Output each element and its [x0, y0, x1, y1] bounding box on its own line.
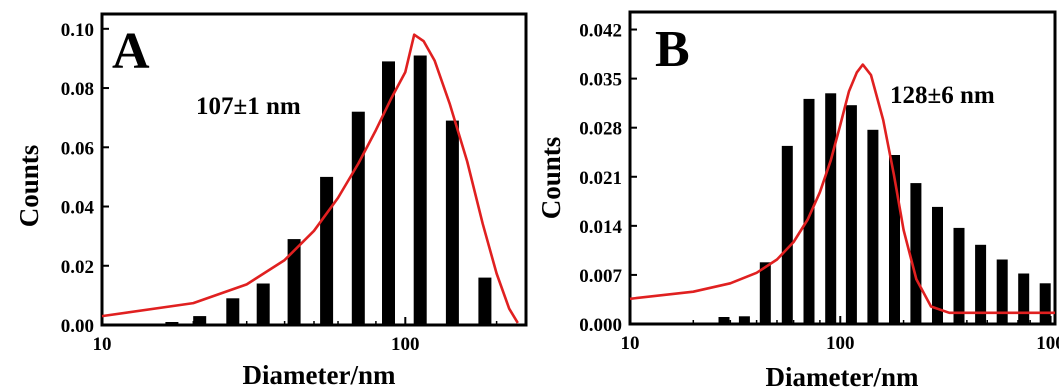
bar	[759, 262, 771, 324]
bar-series	[718, 93, 1051, 325]
mean-size-annotation: 107±1 nm	[196, 93, 301, 120]
y-tick-label: 0.00	[61, 316, 94, 337]
y-tick-label: 0.021	[579, 168, 622, 189]
bar	[256, 283, 270, 325]
y-tick-label: 0.02	[61, 257, 94, 278]
bar	[825, 93, 837, 324]
chart-panel-b: B 128±6 nm Counts Diameter/nm 0.000 0.007…	[536, 10, 1059, 390]
chart-panel-a: A 107±1 nm Counts Diameter/nm 0.000.020.…	[14, 12, 528, 390]
mean-size-annotation: 128±6 nm	[890, 82, 995, 109]
bar	[382, 61, 395, 326]
y-tick-label: 0.10	[61, 20, 94, 41]
y-axis-title: Counts	[536, 137, 566, 220]
y-axis-title: Counts	[14, 145, 44, 228]
bar	[413, 55, 427, 325]
bar	[287, 239, 301, 325]
y-tick-label: 0.000	[579, 315, 622, 336]
x-tick-label: 100	[391, 334, 420, 355]
x-axis-title: Diameter/nm	[243, 360, 396, 390]
bar	[867, 129, 879, 324]
bar	[1039, 283, 1051, 324]
x-axis-title: Diameter/nm	[766, 362, 919, 390]
y-tick-label: 0.08	[61, 79, 94, 100]
y-tick-label: 0.014	[579, 217, 622, 238]
x-tick-label: 100	[826, 333, 855, 354]
axis-ticks: 0.00 0.02 0.04 0.06 0.08 0.10 10 100	[61, 20, 498, 355]
y-tick-label: 0.035	[579, 70, 622, 91]
bar	[478, 277, 492, 325]
bar	[845, 105, 857, 324]
y-tick-label: 0.04	[61, 198, 95, 219]
bar	[910, 183, 922, 324]
y-tick-label: 0.028	[579, 119, 622, 140]
bar	[996, 259, 1008, 324]
bar	[193, 316, 207, 325]
bar	[445, 120, 459, 325]
y-tick-label: 0.042	[579, 21, 622, 42]
plot-frame	[100, 12, 528, 327]
bar	[975, 244, 987, 324]
bar	[226, 298, 240, 325]
bar	[738, 316, 750, 324]
fit-curve	[629, 63, 1055, 315]
y-tick-label: 0.06	[61, 138, 94, 159]
x-tick-label: 10	[93, 334, 112, 355]
x-tick-label: 100	[1036, 333, 1059, 354]
fit-curve	[101, 33, 519, 324]
bar	[165, 322, 179, 325]
bar	[781, 145, 793, 324]
bar	[932, 206, 943, 324]
plot-frame	[628, 10, 1057, 326]
axis-ticks: 0.000 0.007 0.014 0.021 0.028 0.035 0.042 10 100…	[579, 21, 1059, 354]
panel-label: B	[655, 21, 690, 78]
panel-label: A	[112, 23, 150, 80]
y-tick-label: 0.007	[579, 266, 622, 287]
bar	[803, 98, 815, 325]
bar	[351, 111, 365, 325]
bar-series	[165, 55, 492, 326]
bar	[320, 176, 334, 325]
bar	[953, 227, 965, 324]
x-tick-label: 10	[621, 333, 640, 354]
bar	[889, 155, 900, 324]
bar	[1018, 273, 1030, 324]
bar	[718, 317, 730, 324]
